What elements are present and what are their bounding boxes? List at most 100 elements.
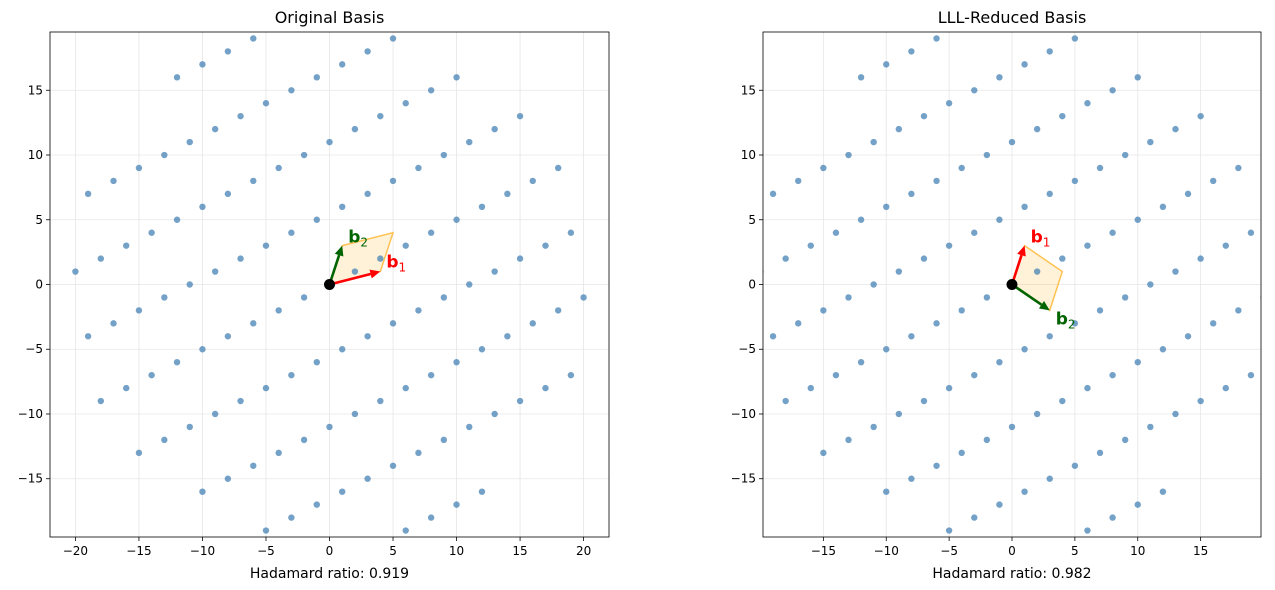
lattice-point xyxy=(186,423,193,431)
lattice-point xyxy=(224,475,232,482)
basis-label-subscript: 2 xyxy=(360,236,368,250)
lattice-point xyxy=(1096,164,1104,172)
x-tick-label: −15 xyxy=(811,544,836,558)
lattice-point xyxy=(567,229,575,236)
lattice-point xyxy=(1159,203,1167,211)
lattice-point xyxy=(1008,138,1016,146)
x-tick-label: −10 xyxy=(190,544,215,558)
lattice-point xyxy=(983,294,991,301)
lattice-point xyxy=(415,449,422,457)
x-tick-label: 0 xyxy=(1008,544,1016,558)
lattice-point xyxy=(199,203,206,211)
lattice-point xyxy=(996,358,1003,366)
y-tick-label: 0 xyxy=(35,278,43,292)
lattice-point xyxy=(453,358,460,366)
lattice-point xyxy=(1147,281,1154,288)
lattice-point xyxy=(427,87,435,94)
y-tick-label: 10 xyxy=(28,148,43,162)
basis-label-letter: b xyxy=(348,228,360,248)
lattice-point xyxy=(288,371,295,379)
lattice-point xyxy=(1071,462,1079,469)
grid-lines xyxy=(763,32,1261,537)
lattice-point xyxy=(870,138,877,146)
lattice-point xyxy=(883,203,890,211)
lattice-point xyxy=(845,436,852,444)
lattice-point xyxy=(1109,371,1116,379)
lattice-point xyxy=(945,100,953,107)
lattice-point xyxy=(1059,255,1066,262)
lattice-point xyxy=(795,320,802,327)
lattice-point xyxy=(870,281,877,288)
y-tick-label: 15 xyxy=(741,83,756,97)
lattice-point xyxy=(1033,410,1041,418)
basis-label-letter: b xyxy=(1056,309,1068,329)
lattice-point xyxy=(466,281,473,288)
lattice-point xyxy=(920,112,928,120)
lattice-point xyxy=(1197,397,1204,405)
lattice-point xyxy=(516,112,524,120)
lattice-point xyxy=(504,190,511,198)
lattice-point xyxy=(1184,333,1192,340)
lattice-point xyxy=(832,229,840,236)
lattice-point xyxy=(389,320,397,327)
lattice-point xyxy=(1021,346,1028,353)
lattice-point xyxy=(1021,61,1028,68)
lattice-point xyxy=(1247,371,1255,379)
lattice-point xyxy=(504,333,511,340)
lattice-point xyxy=(1134,74,1141,81)
y-tick-label: −5 xyxy=(738,342,756,356)
x-tick-label: 10 xyxy=(449,544,464,558)
lattice-point xyxy=(199,61,206,68)
lattice-point xyxy=(883,346,890,353)
lattice-point xyxy=(237,112,244,120)
lattice-point xyxy=(1008,423,1016,431)
lattice-point xyxy=(1197,255,1204,262)
lattice-point xyxy=(1059,112,1066,120)
lattice-point xyxy=(300,151,308,159)
lattice-point xyxy=(110,177,117,185)
lattice-point xyxy=(542,384,549,392)
y-tick-label: 5 xyxy=(748,213,756,227)
lattice-point xyxy=(971,371,978,379)
lattice-point xyxy=(186,138,193,146)
lattice-point xyxy=(427,371,435,379)
lattice-point xyxy=(832,371,840,379)
lattice-point xyxy=(97,397,105,405)
lattice-point xyxy=(1147,423,1154,431)
lattice-point xyxy=(795,177,802,185)
lattice-point xyxy=(1021,488,1028,495)
lattice-point xyxy=(1210,177,1217,185)
lattice-point xyxy=(1096,449,1104,457)
lattice-point xyxy=(920,397,928,405)
lattice-point xyxy=(807,242,814,249)
lattice-point xyxy=(377,540,383,546)
lattice-point xyxy=(857,74,865,81)
arrow-shaft xyxy=(329,272,371,286)
lattice-point xyxy=(288,514,295,521)
lattice-point xyxy=(453,216,460,223)
lattice-point xyxy=(250,177,257,185)
lattice-point xyxy=(1197,112,1204,120)
lattice-point xyxy=(161,151,168,159)
lattice-point xyxy=(211,268,219,275)
lattice-point xyxy=(554,307,562,314)
lattice-point xyxy=(1046,475,1053,482)
lattice-point xyxy=(895,125,903,133)
lattice-point xyxy=(933,462,940,469)
lattice-point xyxy=(933,35,940,42)
lattice-point xyxy=(415,307,422,314)
lattice-point xyxy=(920,255,928,262)
x-tick-label: −10 xyxy=(874,544,899,558)
lattice-point xyxy=(199,346,206,353)
lattice-point xyxy=(339,61,346,68)
x-tick-label: −5 xyxy=(257,544,275,558)
lattice-point xyxy=(945,527,953,534)
lattice-point xyxy=(1071,35,1079,42)
lattice-point xyxy=(491,410,498,418)
lattice-point xyxy=(224,190,232,198)
lattice-point xyxy=(1084,527,1091,534)
y-tick-label: 15 xyxy=(28,83,43,97)
lattice-point xyxy=(857,358,865,366)
